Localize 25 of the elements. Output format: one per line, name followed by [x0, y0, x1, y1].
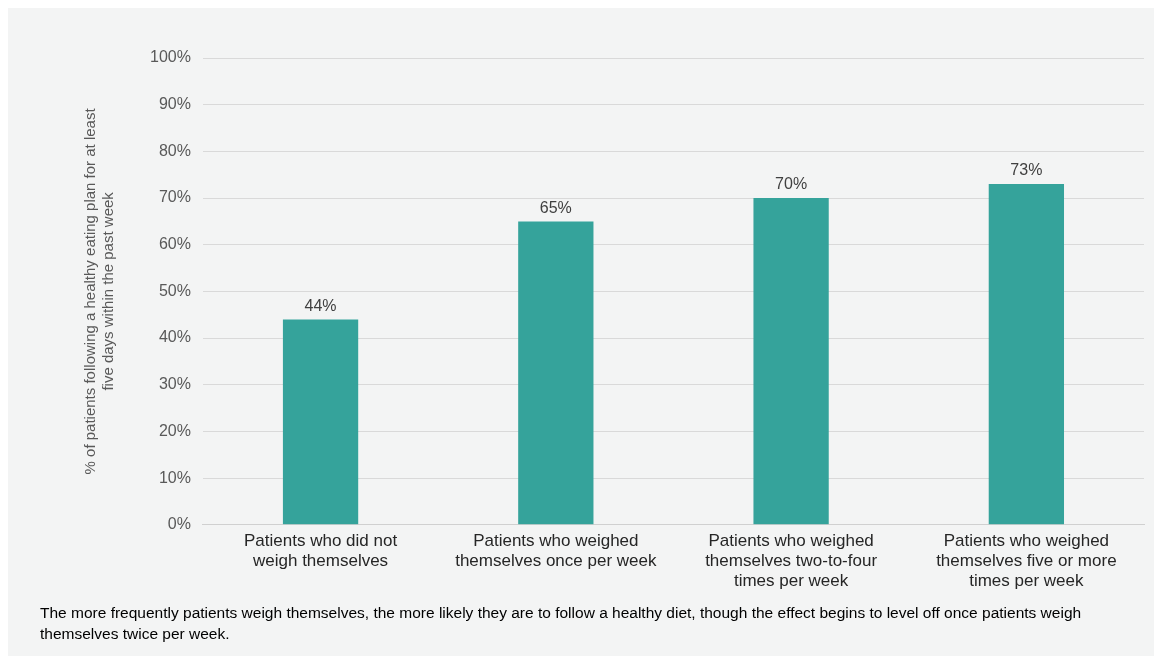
data-label: 44%: [304, 296, 337, 314]
y-tick-label: 20%: [158, 421, 191, 439]
y-tick-label: 60%: [158, 235, 191, 253]
y-tick-label: 10%: [158, 468, 191, 486]
y-tick-label: 70%: [158, 188, 191, 206]
y-tick-label: 100%: [150, 48, 191, 66]
x-tick-label: Patients who did not weigh themselves: [244, 530, 398, 571]
data-label: 70%: [775, 175, 808, 193]
y-tick-label: 50%: [158, 281, 191, 299]
bar: [518, 221, 594, 525]
y-tick-label: 0%: [167, 515, 191, 533]
data-label: 73%: [1010, 161, 1043, 179]
y-tick-label: 30%: [158, 375, 191, 393]
y-tick-label: 40%: [158, 328, 191, 346]
y-tick-label: 80%: [158, 141, 191, 159]
y-axis-title: % of patients following a healthy eating plan for at least five days within the past week: [81, 107, 117, 475]
bar: [753, 198, 829, 525]
y-tick-label: 90%: [158, 95, 191, 113]
data-label: 65%: [539, 198, 572, 216]
bar: [282, 319, 359, 525]
x-tick-label: Patients who weighed themselves five or more times per week: [936, 530, 1117, 591]
x-tick-label: Patients who weighed themselves two-to-four times per week: [705, 530, 878, 591]
x-tick-label: Patients who weighed themselves once per week: [455, 530, 657, 571]
text: The more frequently patients weigh themselves, the more likely they are to follow a healthy diet, though the effect begins to level off once patients weigh themselves twice per week.: [39, 603, 1083, 644]
bar: [988, 184, 1065, 525]
